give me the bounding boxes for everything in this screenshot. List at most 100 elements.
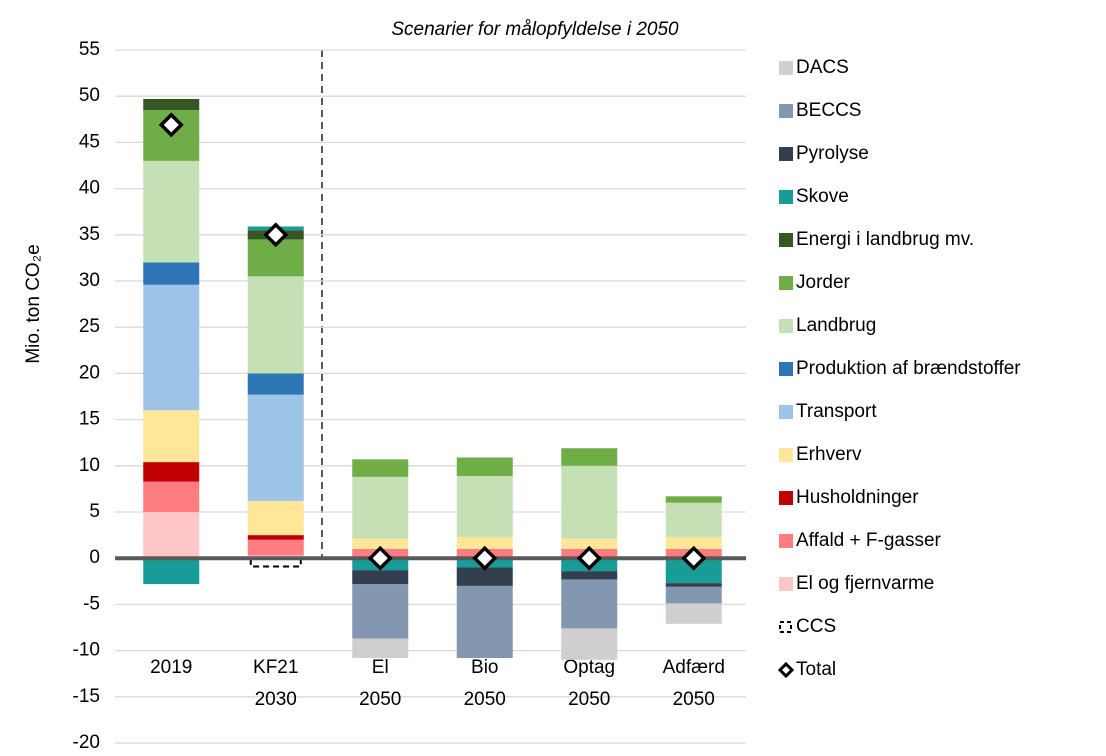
bar-segment xyxy=(352,638,409,658)
total-marker xyxy=(158,112,184,138)
y-tick-label: 0 xyxy=(89,547,100,568)
legend-marker xyxy=(779,621,792,633)
bar-segment xyxy=(561,538,618,549)
bar-segment xyxy=(352,584,409,639)
legend-marker xyxy=(779,276,793,290)
bar-segment xyxy=(665,502,722,537)
bar-segment xyxy=(143,481,200,512)
y-tick-label: 55 xyxy=(79,39,100,60)
y-tick-label: 35 xyxy=(79,224,100,245)
bar-segment xyxy=(561,448,618,466)
legend-marker xyxy=(779,405,793,419)
x-tick-line: 2050 xyxy=(464,689,506,710)
bar-segment xyxy=(561,571,618,580)
bar-segment xyxy=(561,465,618,539)
legend-marker xyxy=(779,319,793,333)
legend-label: Affald + F-gasser xyxy=(796,530,942,551)
legend-marker xyxy=(779,491,793,505)
legend-marker xyxy=(779,233,793,247)
y-tick-label: 15 xyxy=(79,409,100,430)
legend-label: Erhverv xyxy=(796,444,862,465)
bar-segment xyxy=(247,535,304,540)
x-tick-line: Optag xyxy=(563,657,615,678)
y-tick-label: 50 xyxy=(79,85,100,106)
bar-segment xyxy=(456,457,513,476)
legend-marker xyxy=(779,104,793,118)
legend-label: El og fjernvarme xyxy=(796,573,934,594)
x-tick-line: KF21 xyxy=(253,657,298,678)
bar-segment xyxy=(143,512,200,559)
legend-label: CCS xyxy=(796,616,836,637)
bar-segment xyxy=(665,496,722,503)
x-tick-label: Adfærd 2050 xyxy=(663,657,725,710)
chart-title: Scenarier for målopfyldelse i 2050 xyxy=(391,19,679,40)
bar-segment xyxy=(143,98,200,111)
bar-segment xyxy=(247,500,304,536)
bar-segment xyxy=(456,585,513,658)
legend-label: Landbrug xyxy=(796,315,876,336)
y-tick-label: 20 xyxy=(79,362,100,383)
y-tick-label: 25 xyxy=(79,316,100,337)
legend-marker xyxy=(779,448,793,462)
legend-label: Produktion af brændstoffer xyxy=(796,358,1021,379)
bar-segment xyxy=(456,536,513,549)
legend-label: Pyrolyse xyxy=(796,143,869,164)
y-tick-label: 10 xyxy=(79,455,100,476)
y-tick-label: -5 xyxy=(83,593,100,614)
bar-segment xyxy=(561,628,618,660)
legend-label: Husholdninger xyxy=(796,487,919,508)
legend-marker xyxy=(779,577,793,591)
bar-segment xyxy=(352,538,409,549)
x-tick-line: 2050 xyxy=(359,689,401,710)
bar-segment xyxy=(143,558,200,585)
total-marker xyxy=(576,545,602,571)
bar-segment xyxy=(143,462,200,482)
legend-marker xyxy=(779,362,793,376)
bar-segment xyxy=(143,262,200,285)
legend-marker xyxy=(779,147,793,161)
legend-label: Energi i landbrug mv. xyxy=(796,229,974,250)
bar-segment xyxy=(143,160,200,263)
x-tick-label: Bio 2050 xyxy=(464,657,506,710)
y-axis-label: Mio. ton CO₂e xyxy=(23,244,44,363)
bar-segment xyxy=(143,284,200,411)
legend-marker xyxy=(779,534,793,548)
bar-segment xyxy=(247,394,304,501)
y-tick-label: 45 xyxy=(79,131,100,152)
bar-segment xyxy=(665,583,722,587)
y-tick-label: 40 xyxy=(79,178,100,199)
y-tick-label: 30 xyxy=(79,270,100,291)
y-tick-label: -10 xyxy=(73,640,100,661)
total-marker xyxy=(681,545,707,571)
x-tick-label: 2019 xyxy=(150,657,192,678)
x-tick-line: 2050 xyxy=(568,689,610,710)
total-marker xyxy=(367,545,393,571)
legend-label: Jorder xyxy=(796,272,851,293)
x-tick-line: El xyxy=(372,657,389,678)
bar-segment xyxy=(456,475,513,537)
bar-segment xyxy=(665,536,722,549)
legend-marker xyxy=(779,190,793,204)
bar-segment xyxy=(247,276,304,374)
legend-label: BECCS xyxy=(796,100,861,121)
legend-label: DACS xyxy=(796,57,849,78)
bar-segment xyxy=(352,459,409,477)
bar-segment xyxy=(352,476,409,539)
legend-marker xyxy=(779,61,793,75)
x-tick-line: 2030 xyxy=(255,689,297,710)
legend-marker xyxy=(777,661,795,679)
bar-segment xyxy=(665,603,722,624)
x-tick-label: Optag 2050 xyxy=(563,657,615,710)
y-tick-label: -15 xyxy=(73,686,100,707)
x-tick-label: KF21 2030 xyxy=(253,657,298,710)
legend-label: Total xyxy=(796,659,836,680)
total-marker xyxy=(263,222,289,248)
x-tick-line: 2019 xyxy=(150,657,192,678)
x-tick-line: 2050 xyxy=(673,689,715,710)
bar-segment xyxy=(456,567,513,586)
legend-label: Transport xyxy=(796,401,877,422)
y-tick-label: 5 xyxy=(89,501,100,522)
y-tick-label: -20 xyxy=(73,732,100,751)
bar-segment xyxy=(247,373,304,395)
